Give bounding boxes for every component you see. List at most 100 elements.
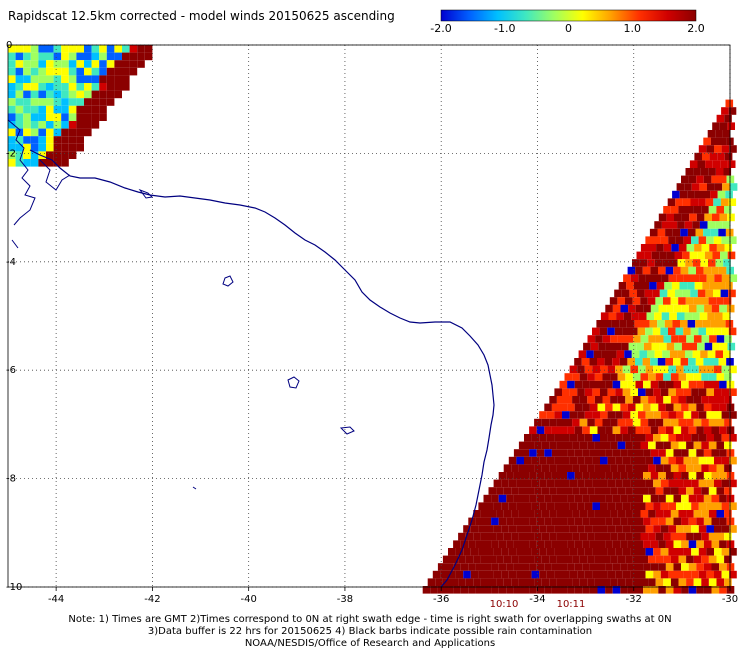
- wind-cell: [551, 403, 560, 412]
- wind-cell: [594, 373, 603, 381]
- wind-cell: [53, 67, 62, 76]
- wind-cell: [696, 472, 704, 480]
- wind-cell: [478, 502, 486, 510]
- wind-cell: [683, 570, 692, 579]
- island: [192, 486, 197, 490]
- wind-cell: [577, 479, 585, 488]
- wind-cell: [696, 380, 704, 389]
- wind-cell: [722, 221, 731, 229]
- wind-cell: [681, 304, 689, 313]
- wind-cell: [692, 221, 700, 229]
- wind-cell: [617, 555, 626, 564]
- wind-cell: [707, 183, 715, 191]
- wind-cell: [691, 365, 699, 374]
- wind-cell: [706, 236, 714, 244]
- wind-cell: [701, 206, 709, 214]
- wind-cell: [68, 83, 77, 91]
- wind-cell: [114, 60, 122, 68]
- wind-cell: [513, 517, 522, 526]
- wind-cell: [729, 411, 737, 419]
- wind-cell: [686, 510, 694, 518]
- wind-cell: [610, 464, 618, 472]
- wind-cell: [99, 90, 107, 99]
- wind-cell: [615, 548, 623, 556]
- wind-cell: [698, 502, 707, 510]
- wind-cell: [496, 532, 504, 541]
- wind-cell: [647, 259, 655, 267]
- wind-cell: [649, 320, 658, 328]
- wind-cell: [604, 320, 612, 328]
- wind-cell: [653, 548, 661, 556]
- wind-cell: [725, 282, 733, 290]
- wind-cell: [630, 502, 638, 510]
- wind-cell: [106, 90, 115, 99]
- wind-cell: [534, 441, 542, 450]
- wind-cell: [534, 532, 542, 541]
- wind-cell: [541, 487, 550, 495]
- wind-cell: [503, 464, 512, 472]
- wind-cell: [724, 464, 732, 472]
- wind-cell: [708, 396, 717, 404]
- wind-cell: [511, 464, 519, 472]
- wind-cell: [630, 327, 638, 336]
- wind-cell: [463, 525, 471, 533]
- wind-cell: [713, 289, 721, 298]
- wind-cell: [635, 304, 644, 313]
- wind-cell: [706, 502, 714, 510]
- wind-cell: [579, 510, 588, 518]
- wind-cell: [582, 586, 590, 594]
- wind-cell: [589, 472, 598, 480]
- wind-cell: [106, 45, 115, 53]
- wind-cell: [662, 259, 670, 267]
- wind-cell: [693, 297, 701, 305]
- wind-cell: [53, 83, 62, 91]
- wind-cell: [696, 266, 704, 275]
- wind-cell: [442, 555, 451, 564]
- wind-cell: [621, 342, 629, 351]
- wind-cell: [648, 418, 656, 427]
- wind-cell: [91, 121, 100, 129]
- wind-cell: [640, 418, 649, 427]
- wind-cell: [46, 128, 54, 137]
- wind-cell: [668, 502, 676, 510]
- wind-cell: [15, 52, 24, 61]
- wind-cell: [673, 304, 682, 313]
- wind-cell: [455, 570, 464, 579]
- wind-cell: [508, 502, 517, 510]
- wind-cell: [8, 45, 16, 53]
- wind-cell: [61, 113, 69, 121]
- wind-cell: [698, 525, 707, 533]
- wind-cell: [699, 274, 707, 282]
- wind-cell: [617, 396, 626, 404]
- wind-cell: [724, 335, 732, 343]
- wind-cell: [521, 517, 530, 526]
- wind-cell: [678, 206, 686, 214]
- wind-cell: [38, 67, 46, 76]
- x-tick-label: -44: [48, 594, 64, 605]
- wind-cell: [38, 128, 46, 137]
- wind-cell: [636, 251, 645, 260]
- wind-cell: [498, 540, 507, 548]
- wind-cell: [655, 510, 664, 518]
- wind-cell: [625, 373, 633, 381]
- wind-cell: [721, 388, 730, 396]
- wind-cell: [708, 441, 717, 450]
- wind-cell: [460, 586, 469, 594]
- wind-cell: [643, 342, 652, 351]
- wind-cell: [508, 456, 517, 465]
- wind-cell: [513, 586, 522, 594]
- wind-cell: [696, 403, 704, 412]
- wind-cell: [551, 472, 560, 480]
- wind-cell: [661, 312, 670, 320]
- wind-cell: [23, 52, 31, 61]
- coastline-west: [7, 119, 71, 249]
- wind-cell: [676, 479, 684, 488]
- wind-cell: [668, 525, 676, 533]
- wind-cell: [569, 479, 578, 488]
- wind-cell: [635, 517, 644, 526]
- wind-cell: [61, 143, 69, 152]
- wind-cell: [626, 320, 635, 328]
- wind-cell: [614, 327, 623, 336]
- wind-cell: [625, 464, 633, 472]
